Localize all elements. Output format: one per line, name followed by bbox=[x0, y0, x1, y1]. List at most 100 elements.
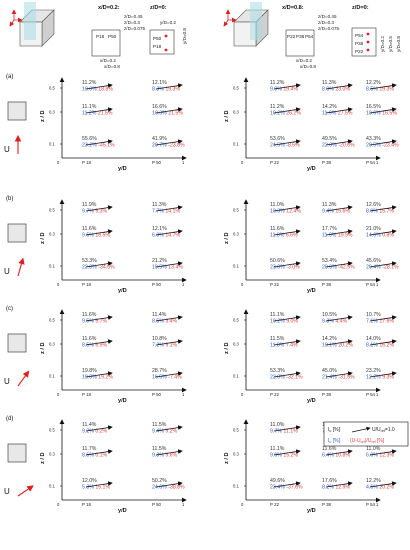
velocity-vector bbox=[369, 229, 397, 236]
point-label: P 22 bbox=[270, 502, 280, 507]
deviation-label: 6.9% 14.7% bbox=[152, 233, 180, 239]
deviation-label: 8.3% 19.3% bbox=[152, 87, 180, 93]
intensity-value: 22.0% bbox=[270, 375, 285, 381]
velocity-deviation: -23.8% bbox=[168, 143, 185, 149]
origin-label: 0 bbox=[241, 282, 244, 287]
wind-label: U bbox=[4, 377, 10, 386]
velocity-deviation: 16.2% bbox=[379, 343, 394, 349]
velocity-deviation: 9.1% bbox=[165, 343, 177, 349]
y-axis-title: y/D bbox=[307, 398, 316, 404]
turbulence-intensity-label: 49.6% bbox=[270, 478, 285, 484]
turbulence-intensity-label: 53.6% bbox=[270, 136, 285, 142]
velocity-deviation: 9.0% bbox=[286, 319, 298, 325]
velocity-vector bbox=[369, 481, 397, 488]
intensity-value: 10.3% bbox=[152, 111, 167, 117]
velocity-vector bbox=[155, 315, 183, 322]
turbulence-intensity-label: 17.7% bbox=[322, 226, 337, 232]
deviation-label: 11.2% 21.5% bbox=[82, 111, 113, 117]
deviation-label: 8.5% 6.9% bbox=[82, 343, 108, 349]
point-label: P 18 bbox=[82, 502, 92, 507]
velocity-vector bbox=[85, 139, 113, 146]
turbulence-intensity-label: 23.2% bbox=[366, 368, 381, 374]
intensity-value: 9.7% bbox=[270, 429, 282, 435]
intensity-value: 10.0% bbox=[82, 87, 97, 93]
turbulence-intensity-label: 11.6% bbox=[82, 226, 97, 232]
velocity-vector bbox=[273, 229, 301, 236]
turbulence-intensity-label: 11.1% bbox=[270, 312, 285, 318]
right-cube-diagram bbox=[223, 2, 269, 47]
right-top-point: P22 bbox=[355, 49, 364, 54]
left-z-label: z/D=0.3 bbox=[124, 20, 140, 25]
velocity-vector bbox=[369, 449, 397, 456]
turbulence-intensity-label: 11.5% bbox=[152, 446, 167, 452]
deviation-label: 10.2% 9.0% bbox=[270, 319, 298, 325]
velocity-deviation: 0.8% bbox=[382, 233, 394, 239]
wind-direction-arrow bbox=[17, 485, 34, 497]
turbulence-intensity-label: 45.0% bbox=[322, 368, 337, 374]
z-axis-title: z / D bbox=[224, 111, 230, 123]
velocity-deviation: 13.4% bbox=[168, 265, 183, 271]
velocity-deviation: 21.5% bbox=[168, 111, 183, 117]
intensity-value: 11.2% bbox=[82, 111, 97, 117]
z-tick-label: 0.5 bbox=[49, 318, 55, 323]
velocity-vector bbox=[369, 83, 397, 90]
z-axis-title: z / D bbox=[224, 453, 230, 465]
point-label: P 50 bbox=[152, 160, 162, 165]
left-section-header: x/D=0.2: bbox=[98, 5, 120, 11]
turbulence-intensity-label: 11.0% bbox=[270, 202, 285, 208]
right-x-label: x/D=0.2 bbox=[296, 58, 312, 63]
velocity-vector bbox=[155, 107, 183, 114]
z-axis-title: z / D bbox=[40, 111, 46, 123]
right-z-label: z/D=0.3 bbox=[318, 20, 334, 25]
row-label: (d) bbox=[6, 416, 13, 422]
deviation-label: 23.0% -3.0% bbox=[270, 265, 300, 271]
velocity-deviation: 7.4% bbox=[286, 343, 298, 349]
right-point-label: P22 bbox=[287, 34, 296, 39]
velocity-deviation: -32.1% bbox=[286, 375, 303, 381]
building-square bbox=[7, 101, 27, 121]
right-top-point: P38 bbox=[355, 41, 364, 46]
z-tick-label: 0.3 bbox=[233, 110, 239, 115]
building-square bbox=[7, 333, 27, 353]
velocity-vector bbox=[155, 205, 183, 212]
legend-iu-sub: u bbox=[329, 429, 331, 433]
deviation-label: 8.2% 12.9% bbox=[322, 485, 350, 491]
panel-row-1: (b)U0.50.30.10 1z / Dy/DP 18 P 5011.9%9.7%… bbox=[4, 196, 399, 294]
deviation-label: 9.3% 4.4% bbox=[322, 319, 348, 325]
velocity-vector bbox=[155, 139, 183, 146]
deviation-label: 7.7% 14.1% bbox=[152, 209, 180, 215]
velocity-deviation: 15.2% bbox=[283, 453, 298, 459]
turbulence-intensity-label: 53.3% bbox=[270, 368, 285, 374]
z-tick-label: 0.3 bbox=[233, 342, 239, 347]
row-label: (a) bbox=[6, 74, 13, 80]
intensity-value: 4.5% bbox=[366, 485, 378, 491]
intensity-value: 9.9% bbox=[270, 453, 282, 459]
intensity-value: 9.3% bbox=[322, 319, 334, 325]
intensity-value: 14.6% bbox=[366, 233, 381, 239]
turbulence-intensity-label: 12.0% bbox=[82, 478, 97, 484]
z-tick-label: 0.5 bbox=[233, 428, 239, 433]
velocity-vector bbox=[325, 261, 353, 268]
deviation-label: 9.5% 18.5% bbox=[82, 233, 110, 239]
velocity-vector bbox=[85, 107, 113, 114]
deviation-label: 22.0% -20.6% bbox=[322, 143, 355, 149]
intensity-value: 10.0% bbox=[82, 375, 97, 381]
velocity-vector bbox=[273, 425, 301, 432]
intensity-value: 11.9% bbox=[322, 233, 337, 239]
deviation-label: 16.5% -7.4% bbox=[152, 375, 182, 381]
velocity-vector bbox=[85, 425, 113, 432]
deviation-label: 10.2% 26.2% bbox=[270, 111, 301, 117]
left-z-label: z/D=0.075 bbox=[124, 26, 146, 31]
wind-label: U bbox=[4, 145, 10, 154]
intensity-value: 8.2% bbox=[322, 485, 334, 491]
z-tick-label: 0.1 bbox=[49, 264, 55, 269]
velocity-deviation: 5.3% bbox=[95, 209, 107, 215]
deviation-label: 11.8% 7.4% bbox=[270, 343, 298, 349]
y-axis-title: y/D bbox=[307, 288, 316, 294]
z-axis-title: z / D bbox=[40, 343, 46, 355]
z-tick-label: 0.3 bbox=[233, 452, 239, 457]
right-point-label: P54 bbox=[305, 34, 314, 39]
y-axis-title: y/D bbox=[307, 508, 316, 514]
y-axis-title: y/D bbox=[118, 508, 127, 514]
